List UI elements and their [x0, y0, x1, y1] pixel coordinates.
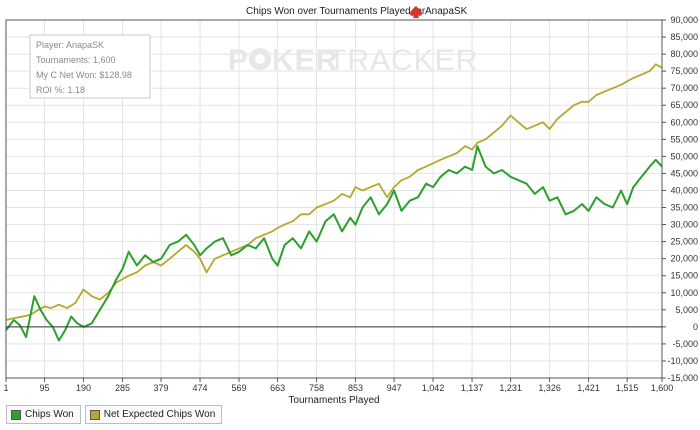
- legend-swatch-chips-won: [11, 409, 21, 420]
- x-tick-label: 663: [270, 383, 285, 393]
- x-axis-title: Tournaments Played: [288, 395, 379, 406]
- y-tick-label: 35,000: [670, 203, 698, 213]
- info-net-won: My C Net Won: $128.98: [36, 70, 132, 80]
- y-tick-label: 25,000: [670, 237, 698, 247]
- y-tick-label: 15,000: [670, 271, 698, 281]
- legend-item-net-expected[interactable]: Net Expected Chips Won: [84, 405, 223, 424]
- plot-frame: [5, 19, 663, 379]
- y-tick-label: 45,000: [670, 168, 698, 178]
- y-axis-ticks: -15,000 -10,000 -5,000 0 5,000 10,000 15,000 20…: [662, 15, 698, 383]
- y-tick-label: 10,000: [670, 288, 698, 298]
- x-tick-label: 1,137: [461, 383, 484, 393]
- y-tick-label: 50,000: [670, 151, 698, 161]
- y-tick-label: 0: [693, 322, 698, 332]
- x-tick-label: 1,421: [577, 383, 600, 393]
- y-tick-label: -10,000: [667, 356, 698, 366]
- x-tick-label: 95: [40, 383, 50, 393]
- info-roi: ROI %: 1.18: [36, 85, 85, 95]
- chart-title: Chips Won over Tournaments Played for: [246, 6, 426, 17]
- y-tick-label: 20,000: [670, 254, 698, 264]
- y-tick-label: -15,000: [667, 373, 698, 383]
- x-axis-ticks: 1 95 190 285 379 474 569 663 758 853 947 1,042 1,137…: [3, 378, 673, 393]
- x-tick-label: 1,600: [651, 383, 674, 393]
- y-tick-label: 60,000: [670, 117, 698, 127]
- legend-item-chips-won[interactable]: Chips Won: [6, 405, 81, 424]
- y-tick-label: -5,000: [672, 339, 698, 349]
- x-tick-label: 1,326: [538, 383, 561, 393]
- info-box: Player: AnapaSK Tournaments: 1,600 My C …: [29, 34, 151, 99]
- y-tick-label: 80,000: [670, 49, 698, 59]
- x-tick-label: 1,042: [422, 383, 445, 393]
- y-tick-label: 70,000: [670, 83, 698, 93]
- watermark-chip-center: [255, 54, 265, 64]
- y-tick-label: 5,000: [675, 305, 698, 315]
- x-tick-label: 379: [154, 383, 169, 393]
- y-tick-label: 65,000: [670, 100, 698, 110]
- series-layer: [5, 63, 663, 342]
- info-player: Player: AnapaSK: [36, 40, 104, 50]
- series-line-chips-won: [5, 145, 663, 342]
- watermark: P KER TRACKER: [228, 44, 478, 77]
- chart-title-group: Chips Won over Tournaments Played for An…: [246, 6, 468, 18]
- watermark-text-middle: KER: [272, 44, 338, 77]
- y-tick-label: 30,000: [670, 220, 698, 230]
- x-tick-label: 285: [115, 383, 130, 393]
- watermark-text-right: TRACKER: [328, 44, 478, 77]
- y-tick-label: 90,000: [670, 15, 698, 25]
- x-tick-label: 1: [3, 383, 8, 393]
- legend: Chips Won Net Expected Chips Won: [6, 405, 223, 424]
- y-tick-label: 40,000: [670, 185, 698, 195]
- legend-swatch-net-expected: [89, 409, 100, 420]
- y-tick-label: 55,000: [670, 134, 698, 144]
- poker-spade-icon: [410, 6, 422, 18]
- x-tick-label: 853: [348, 383, 363, 393]
- x-tick-label: 569: [232, 383, 247, 393]
- chart-title-player: AnapaSK: [425, 6, 468, 17]
- legend-label-net-expected: Net Expected Chips Won: [103, 409, 216, 420]
- info-tournaments: Tournaments: 1,600: [36, 55, 116, 65]
- x-tick-label: 1,515: [616, 383, 639, 393]
- legend-label-chips-won: Chips Won: [25, 409, 74, 420]
- x-tick-label: 1,231: [499, 383, 522, 393]
- watermark-text-left: P: [228, 44, 249, 77]
- x-tick-label: 947: [387, 383, 402, 393]
- x-tick-label: 190: [76, 383, 91, 393]
- x-tick-label: 758: [309, 383, 324, 393]
- y-tick-label: 75,000: [670, 66, 698, 76]
- x-tick-label: 474: [193, 383, 208, 393]
- info-box-frame: [29, 34, 151, 99]
- y-tick-label: 85,000: [670, 32, 698, 42]
- series-line-net-expected: [5, 63, 663, 321]
